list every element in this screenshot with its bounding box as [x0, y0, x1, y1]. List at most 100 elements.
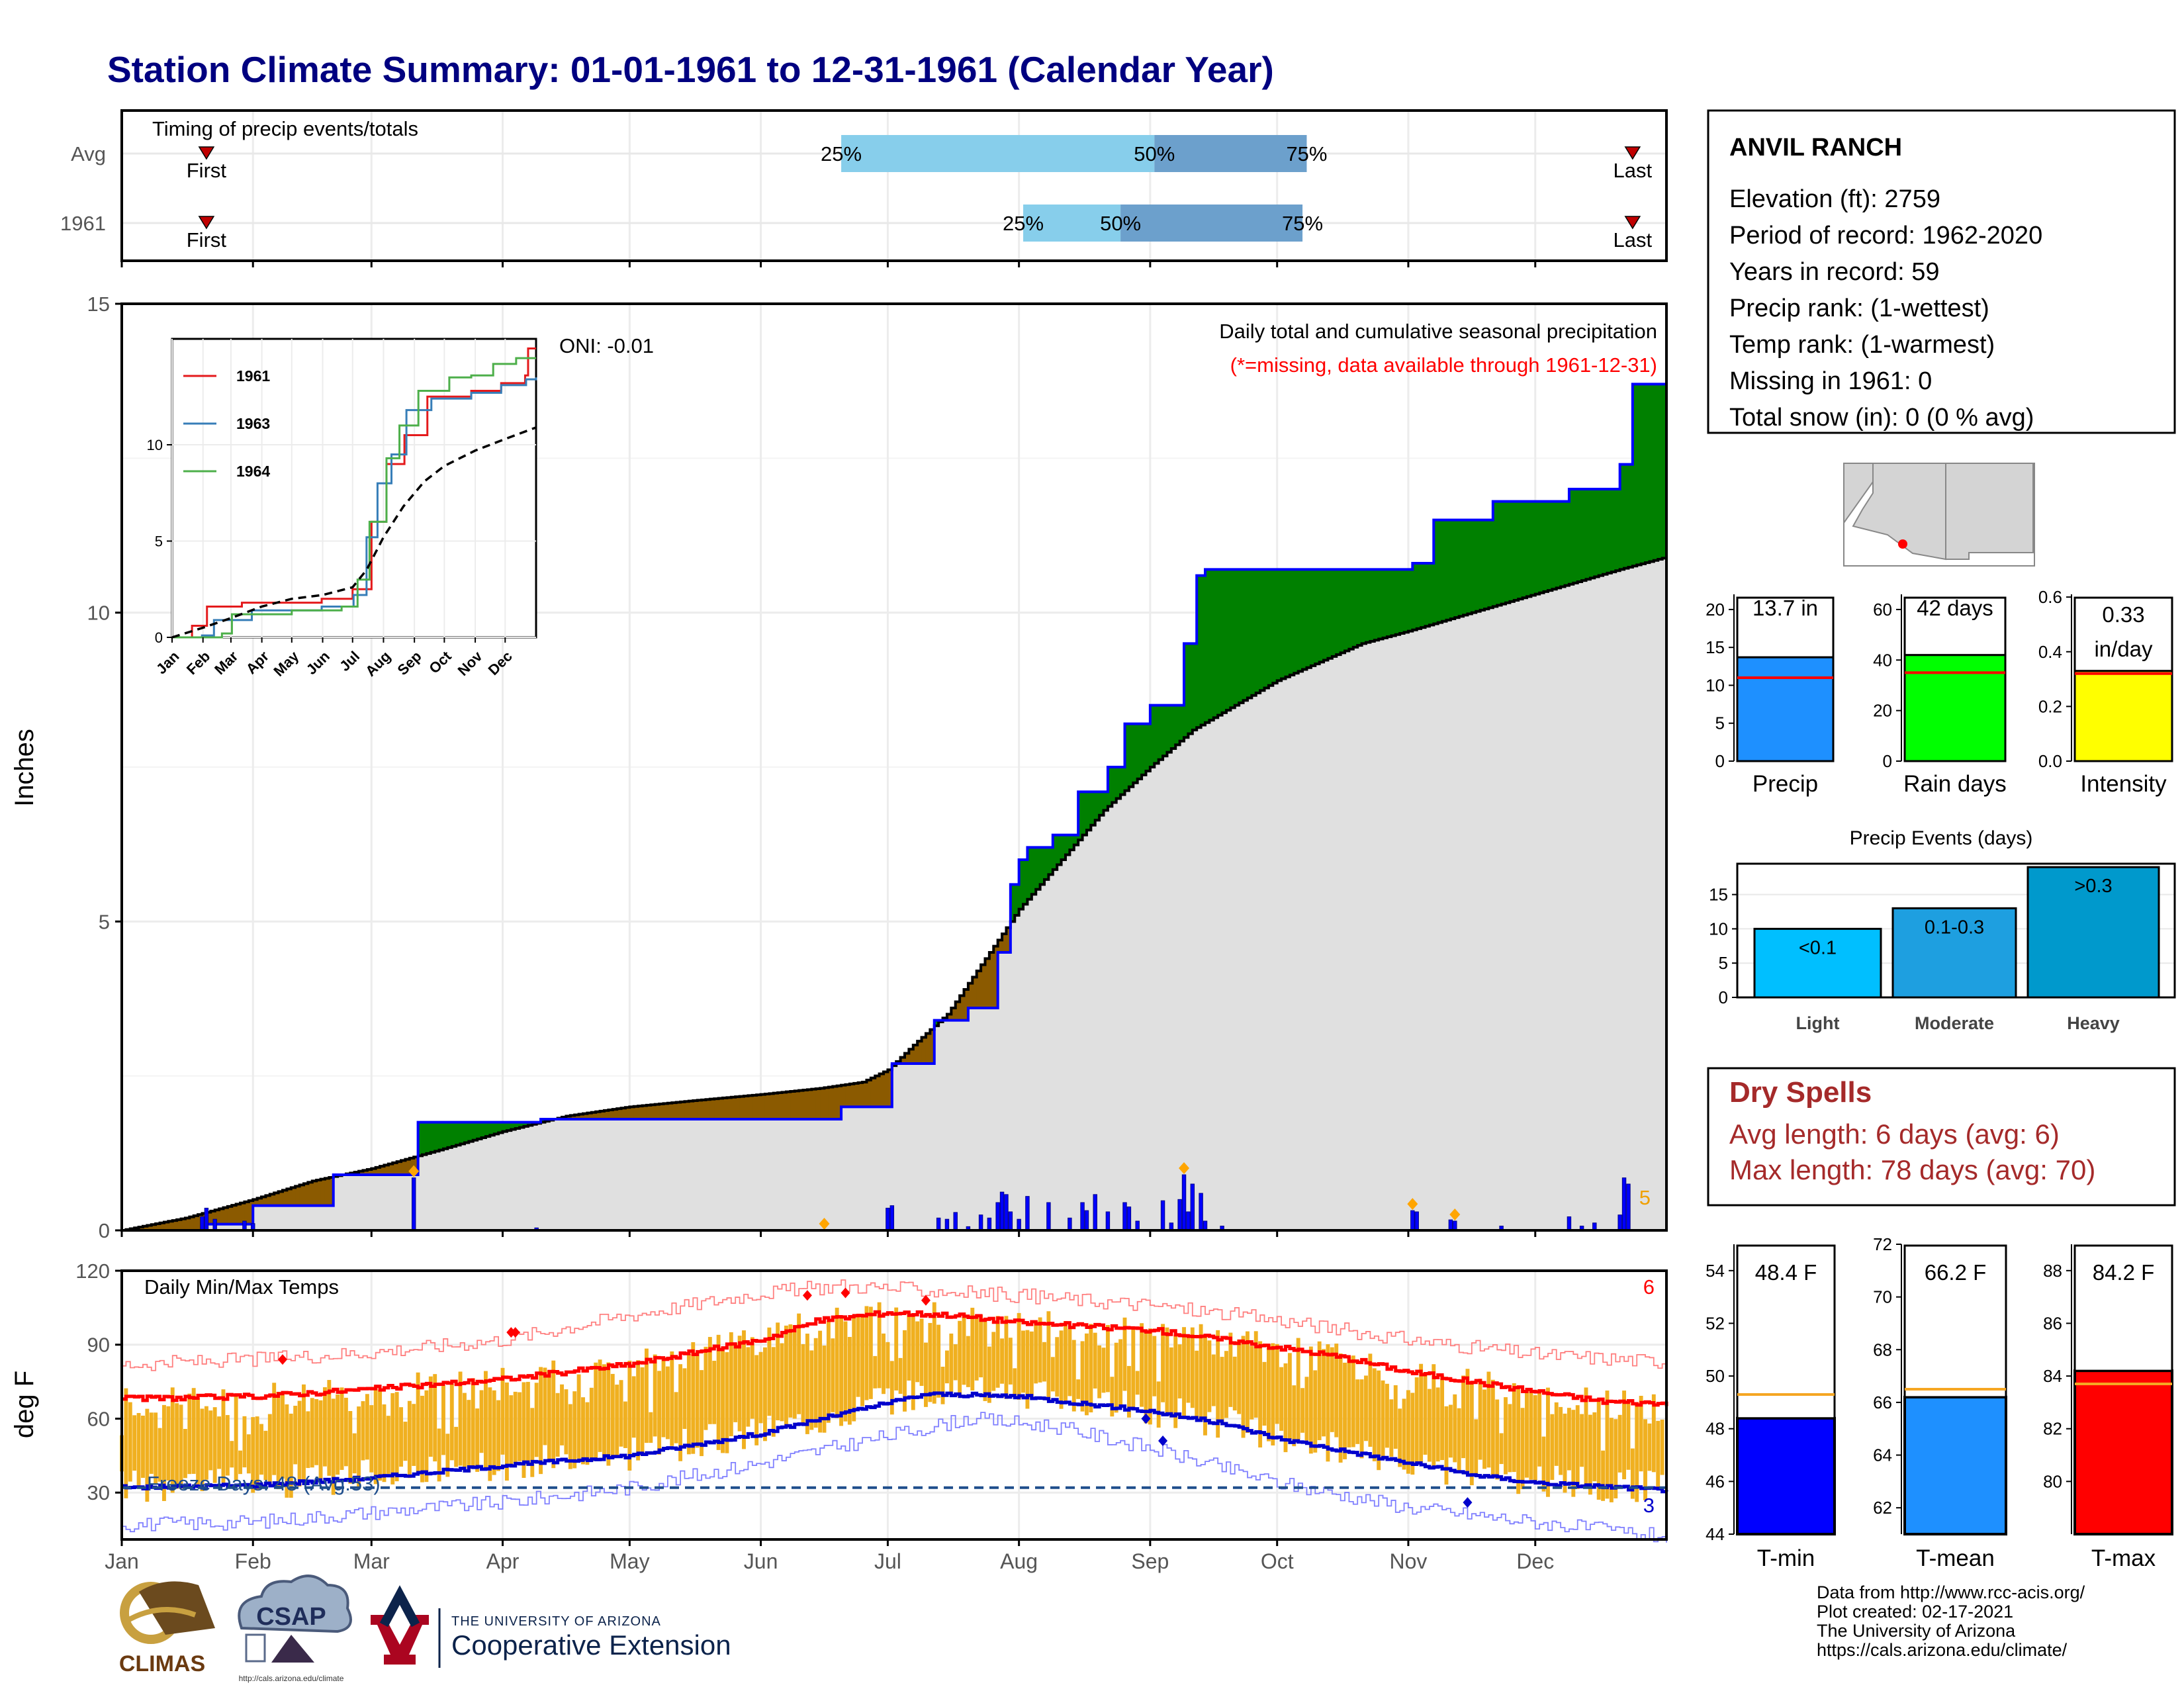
daily-temp-bar [1334, 1344, 1339, 1438]
daily-temp-bar [944, 1350, 949, 1384]
daily-temp-bar [1308, 1346, 1313, 1454]
daily-temp-bar [1588, 1414, 1592, 1495]
daily-temp-bar [801, 1344, 805, 1424]
precip-departure-segment [1310, 569, 1316, 666]
precip-deficit-segment [189, 1216, 195, 1230]
daily-temp-bar [208, 1410, 213, 1471]
precip-deficit-segment [612, 1109, 617, 1119]
daily-temp-bar [310, 1398, 314, 1468]
summary-value-label: 13.7 in [1752, 596, 1818, 620]
precip-deficit-segment [985, 958, 990, 1008]
daily-temp-bar [1089, 1324, 1093, 1413]
daily-temp-bar [581, 1397, 585, 1465]
dry-spells-max: Max length: 78 days (avg: 70) [1729, 1154, 2095, 1185]
precip-departure-segment [1488, 520, 1494, 608]
precip-deficit-segment [663, 1103, 668, 1119]
precip-deficit-segment [261, 1197, 267, 1206]
precip-deficit-segment [794, 1091, 799, 1119]
daily-temp-bar [551, 1360, 556, 1469]
precip-deficit-segment [401, 1160, 406, 1175]
precip-frame [120, 302, 1668, 1232]
precip-deficit-segment [833, 1086, 838, 1119]
daily-temp-bar [780, 1343, 784, 1422]
daily-temp-bar [394, 1392, 399, 1482]
precip-departure-segment [451, 1122, 457, 1147]
daily-temp-bar [721, 1348, 725, 1453]
precip-departure-segment [1497, 501, 1502, 606]
daily-temp-bar [1241, 1336, 1246, 1438]
daily-temp-bar [746, 1347, 751, 1427]
precip-deficit-segment [591, 1112, 596, 1119]
precip-departure-segment [1556, 501, 1561, 588]
precip-departure-segment [1539, 501, 1545, 593]
daily-temp-bar [1114, 1342, 1118, 1413]
daily-temp-bar [640, 1367, 645, 1456]
precip-deficit-segment [236, 1204, 241, 1224]
record-high-marker [277, 1354, 287, 1365]
daily-temp-bar [373, 1385, 378, 1485]
month-label: Jul [874, 1549, 901, 1573]
daily-temp-bar [1144, 1331, 1148, 1424]
daily-temp-bar [242, 1416, 247, 1468]
precip-deficit-segment [371, 1168, 377, 1175]
daily-temp-bar [763, 1347, 767, 1441]
precip-deficit-segment [989, 952, 994, 1008]
daily-temp-bar [496, 1400, 501, 1471]
precip-departure-segment [1298, 569, 1303, 672]
precip-departure-segment [1463, 520, 1469, 616]
precip-deficit-segment [803, 1090, 808, 1119]
timing-frame [120, 109, 1668, 262]
precip-departure-segment [1264, 569, 1269, 688]
daily-precip-bar [953, 1212, 958, 1231]
events-y-tick-label: 15 [1709, 885, 1728, 905]
precip-deficit-segment [168, 1221, 173, 1230]
precip-departure-segment [1213, 569, 1218, 718]
precip-deficit-segment [219, 1209, 224, 1224]
precip-departure-segment [1120, 767, 1126, 795]
daily-temp-bar [458, 1371, 463, 1466]
precip-departure-segment [506, 1122, 512, 1131]
timing-bar-lower [1023, 205, 1121, 242]
daily-temp-bar [636, 1360, 641, 1461]
precip-deficit-segment [587, 1113, 592, 1119]
precip-deficit-segment [181, 1218, 186, 1230]
summary-bar-box [1903, 596, 2007, 657]
daily-temp-bar [1064, 1321, 1068, 1402]
precip-departure-segment [1543, 501, 1549, 592]
daily-precip-bar [886, 1207, 890, 1231]
daily-temp-bar [187, 1393, 192, 1475]
average-max-line [122, 1310, 1668, 1407]
daily-temp-bar [217, 1416, 222, 1469]
precip-departure-segment [1624, 464, 1629, 569]
temp-summary-y-tick-label: 88 [2043, 1261, 2062, 1281]
daily-temp-bar [991, 1332, 996, 1391]
precip-departure-segment [1163, 705, 1168, 756]
daily-temp-bar [246, 1434, 251, 1474]
summary-y-tick-label: 20 [1706, 600, 1725, 619]
daily-temp-bar [1250, 1346, 1254, 1420]
precip-departure-segment [1391, 569, 1396, 636]
precip-departure-segment [1607, 489, 1612, 573]
daily-temp-bar [594, 1362, 598, 1460]
precip-departure-segment [1594, 489, 1600, 577]
summary-y-tick-label: 0 [1883, 751, 1892, 771]
timing-title: Timing of precip events/totals [152, 117, 418, 140]
station-info-box: ANVIL RANCH Elevation (ft): 2759 Period o… [1707, 109, 2176, 434]
temp-summary-value-label: 48.4 F [1755, 1260, 1817, 1285]
daily-temp-bar [369, 1405, 374, 1473]
precip-departure-segment [1619, 464, 1625, 570]
daily-temp-bar [1034, 1320, 1038, 1384]
daily-temp-bar [340, 1387, 344, 1470]
station-info-line: Temp rank: (1-warmest) [1729, 331, 1995, 359]
precip-departure-segment [1353, 569, 1358, 647]
daily-temp-bar [509, 1395, 514, 1466]
daily-temp-bar [1508, 1404, 1512, 1473]
climas-logo-text: CLIMAS [119, 1651, 205, 1676]
precip-departure-segment [1142, 723, 1147, 775]
precip-departure-segment [447, 1122, 453, 1148]
precip-deficit-segment [359, 1171, 364, 1175]
daily-precip-bar [1080, 1202, 1085, 1231]
precip-deficit-segment [667, 1103, 672, 1119]
precip-departure-segment [1146, 723, 1151, 771]
precip-departure-segment [469, 1122, 474, 1142]
